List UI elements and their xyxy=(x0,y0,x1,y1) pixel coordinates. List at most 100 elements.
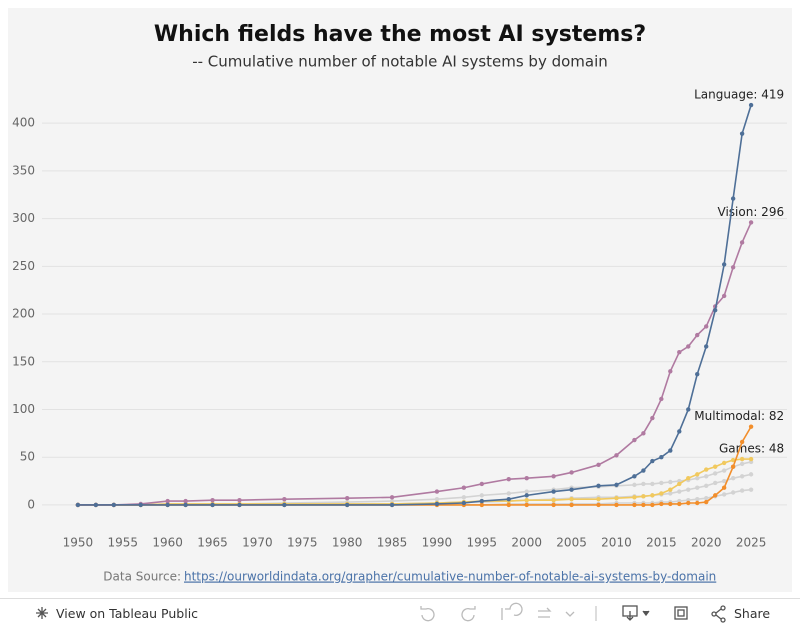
point xyxy=(712,308,718,313)
point xyxy=(668,448,673,453)
point xyxy=(641,481,646,487)
y-tick-label: 0 xyxy=(27,497,35,511)
point xyxy=(524,489,529,494)
x-tick-label: 1955 xyxy=(108,536,139,550)
point xyxy=(210,497,215,503)
point xyxy=(659,501,664,507)
point xyxy=(479,498,485,504)
point xyxy=(704,324,709,329)
x-tick-label: 1990 xyxy=(422,536,453,550)
point xyxy=(730,457,736,463)
point xyxy=(506,476,511,482)
toolbar-icons xyxy=(36,602,726,623)
point xyxy=(704,483,709,489)
point xyxy=(210,502,215,508)
point xyxy=(632,482,637,488)
point xyxy=(524,475,529,481)
point xyxy=(695,475,700,481)
point xyxy=(677,429,682,434)
y-tick-label: 350 xyxy=(12,163,35,177)
point xyxy=(632,502,637,508)
point xyxy=(165,498,170,504)
point xyxy=(344,502,350,508)
history-icons xyxy=(420,602,575,622)
x-tick-label: 1980 xyxy=(332,536,363,550)
point xyxy=(479,481,485,487)
point xyxy=(695,371,700,377)
point xyxy=(748,102,754,108)
y-tick-label: 300 xyxy=(12,211,35,225)
y-tick-label: 250 xyxy=(12,259,35,273)
share-link[interactable]: Share xyxy=(734,606,771,621)
point xyxy=(686,500,691,506)
point xyxy=(730,464,736,469)
point xyxy=(739,131,745,136)
x-tick-label: 2020 xyxy=(691,536,722,550)
point xyxy=(668,487,673,492)
point xyxy=(677,489,682,494)
point xyxy=(739,461,745,467)
point xyxy=(704,467,709,472)
point xyxy=(686,344,691,349)
chart: Which fields have the most AI systems? -… xyxy=(8,8,792,592)
point xyxy=(668,479,673,485)
point xyxy=(614,502,619,508)
share-icon[interactable] xyxy=(711,605,726,623)
point xyxy=(569,470,574,475)
point xyxy=(506,496,511,502)
point xyxy=(551,489,556,494)
point xyxy=(632,474,637,479)
point xyxy=(686,487,691,492)
point xyxy=(748,472,754,477)
y-tick-label: 200 xyxy=(12,307,35,321)
point xyxy=(641,494,646,499)
point xyxy=(650,502,655,508)
point xyxy=(739,456,745,462)
download-icon[interactable] xyxy=(622,605,650,621)
point xyxy=(237,497,242,503)
point xyxy=(704,474,709,479)
view-link[interactable]: View on Tableau Public xyxy=(56,606,199,621)
point xyxy=(551,502,556,508)
point xyxy=(641,502,646,508)
point xyxy=(695,496,700,502)
point xyxy=(596,496,601,502)
point xyxy=(686,407,691,412)
point xyxy=(524,502,529,508)
point xyxy=(677,501,682,507)
point xyxy=(632,495,637,500)
x-tick-label: 2015 xyxy=(646,536,677,550)
y-tick-label: 150 xyxy=(12,354,35,368)
source-link[interactable]: https://ourworldindata.org/grapher/cumul… xyxy=(184,570,716,584)
point xyxy=(712,480,718,486)
point xyxy=(730,490,736,495)
x-tick-label: 2025 xyxy=(736,536,767,550)
fullscreen-icon[interactable] xyxy=(674,606,688,620)
point xyxy=(712,471,718,476)
point xyxy=(596,502,601,508)
x-tick-label: 2000 xyxy=(511,536,542,550)
source-label: Data Source: xyxy=(103,570,181,584)
x-tick-label: 1970 xyxy=(242,536,273,550)
point xyxy=(686,475,691,481)
point xyxy=(695,485,700,490)
point xyxy=(569,487,574,492)
x-tick-label: 1975 xyxy=(287,536,318,550)
point xyxy=(730,265,736,270)
point xyxy=(650,458,655,464)
tableau-icon[interactable] xyxy=(36,607,48,619)
point xyxy=(461,485,467,490)
point xyxy=(614,453,619,458)
point xyxy=(183,502,188,508)
point xyxy=(434,496,440,502)
point xyxy=(704,344,709,349)
x-tick-label: 1960 xyxy=(152,536,183,550)
point xyxy=(237,502,242,508)
end-label: Games: 48 xyxy=(719,442,784,456)
point xyxy=(614,496,619,501)
point xyxy=(677,350,682,355)
point xyxy=(695,472,700,477)
point xyxy=(748,424,754,429)
point xyxy=(506,502,511,508)
